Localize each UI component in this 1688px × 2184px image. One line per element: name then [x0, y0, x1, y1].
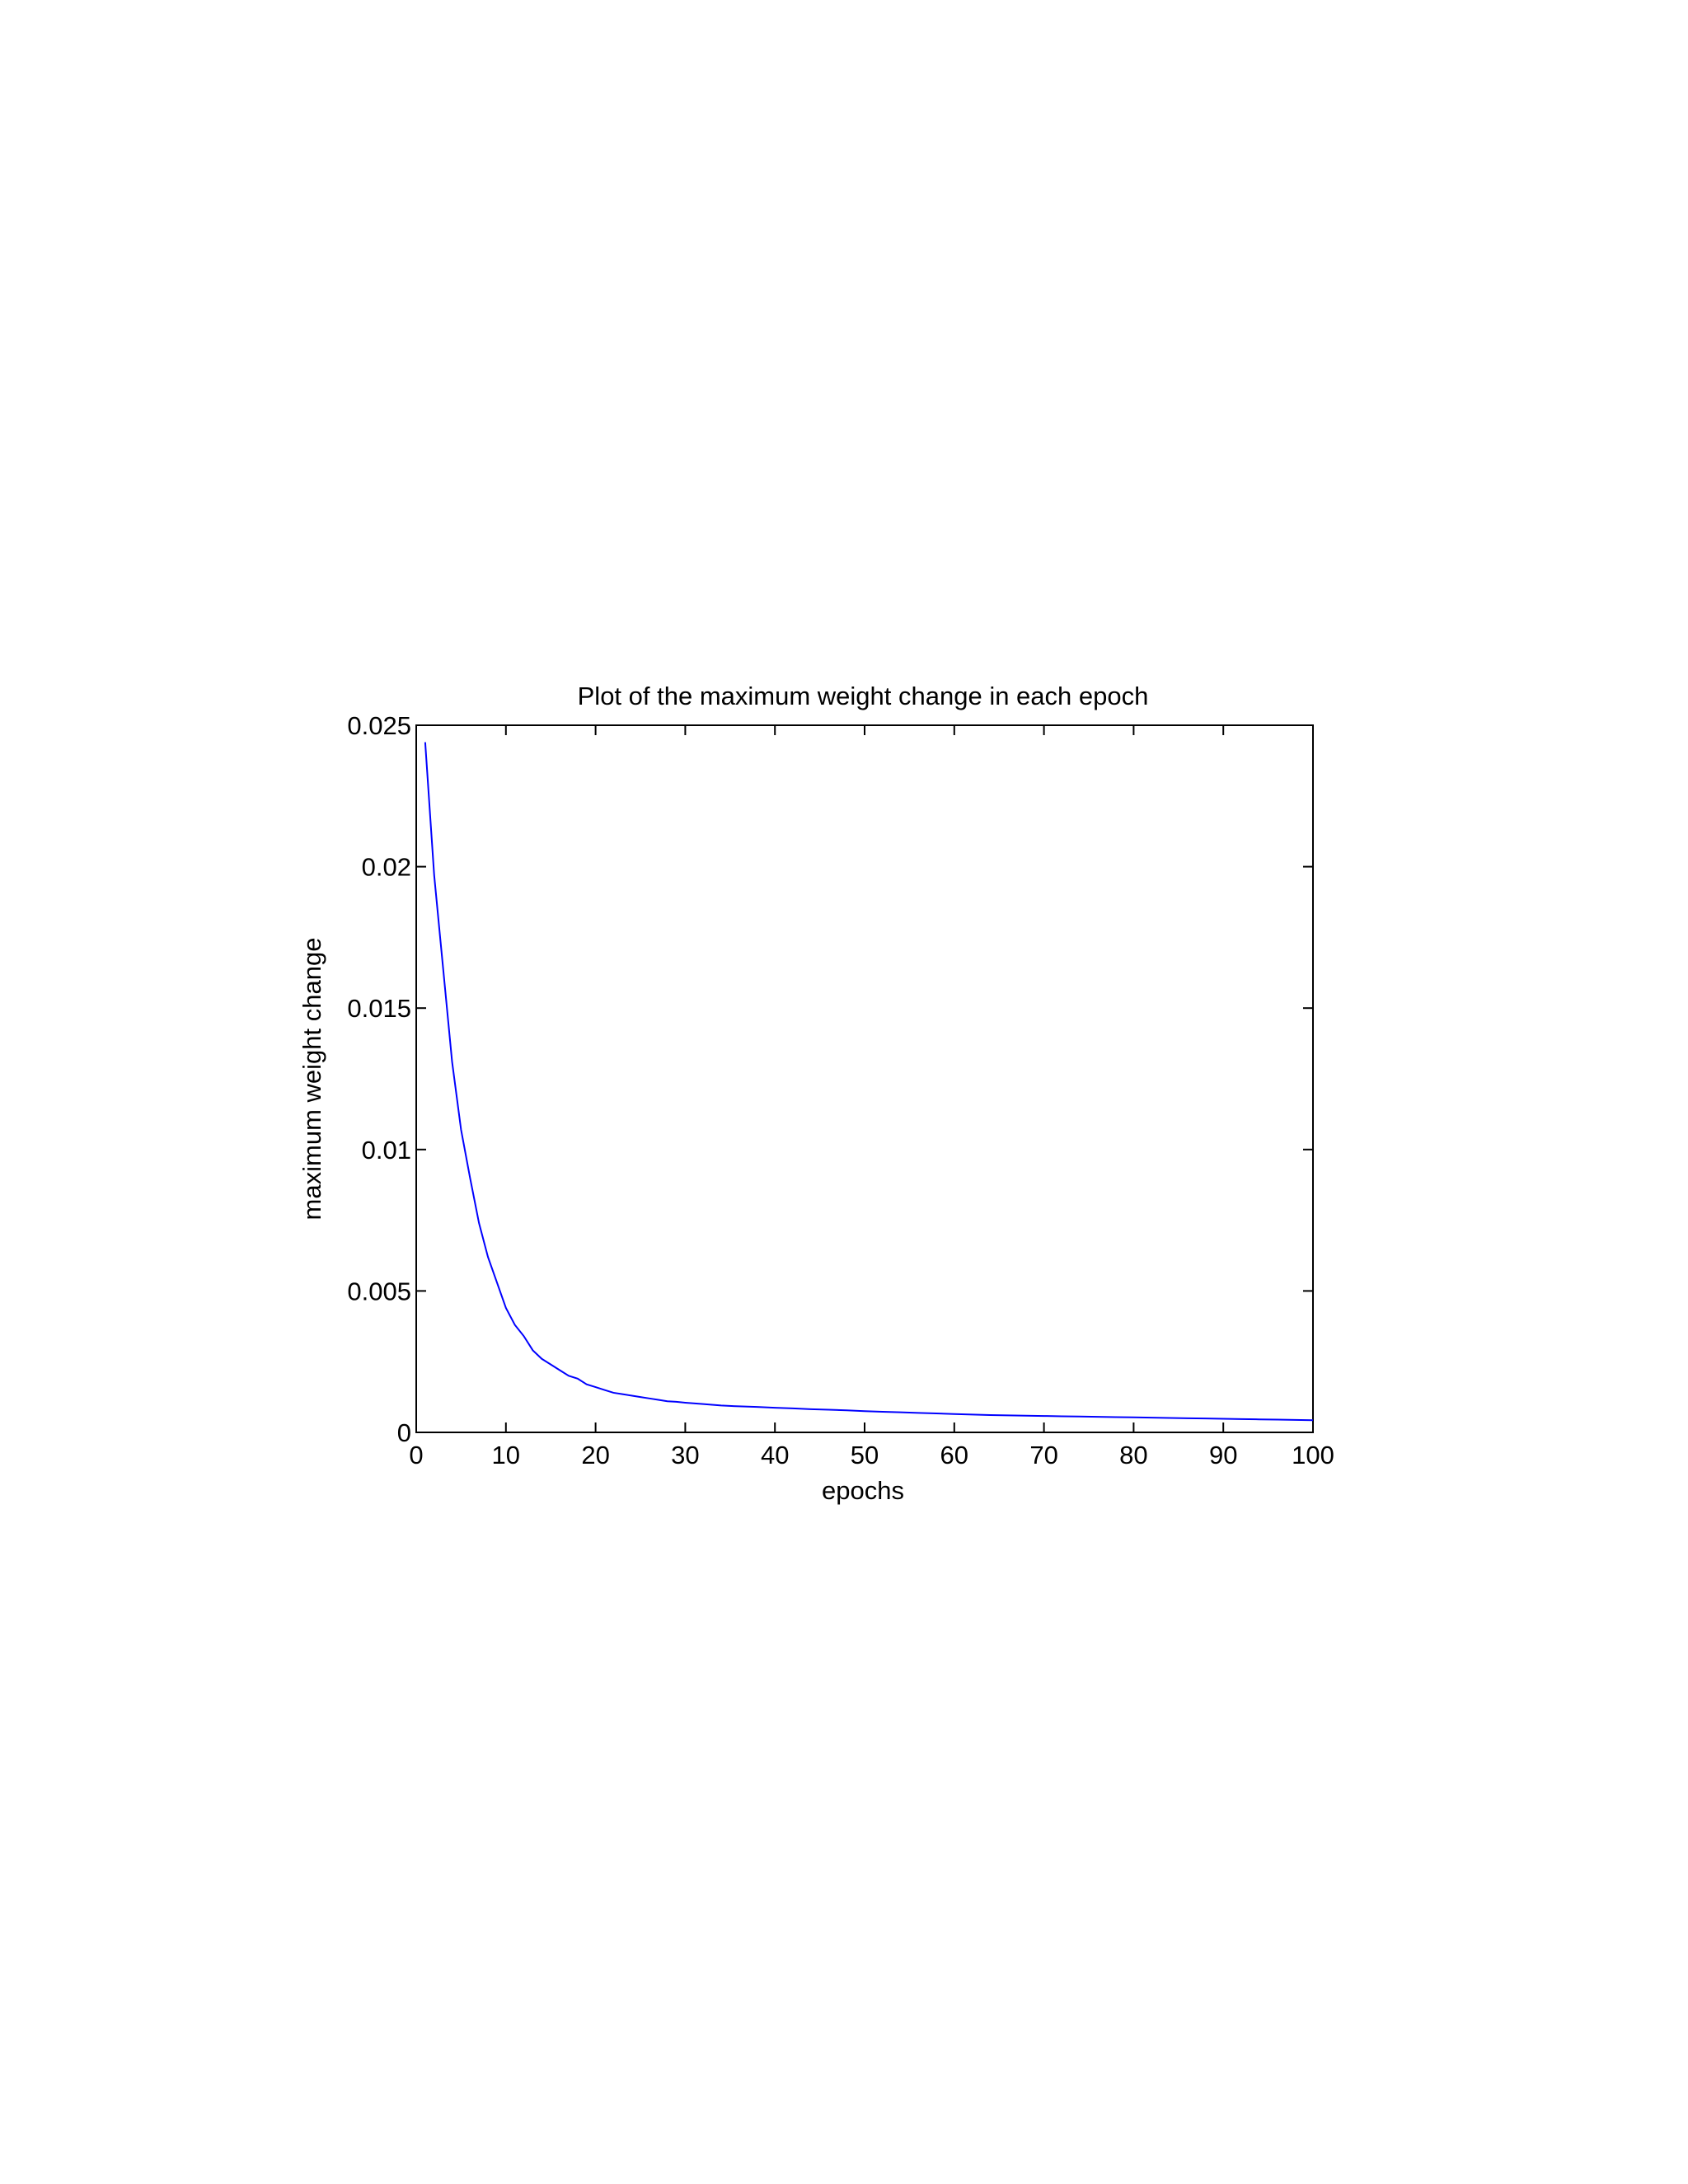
x-axis-label: epochs — [822, 1476, 904, 1505]
y-tick-label: 0.01 — [362, 1136, 411, 1165]
axis-ticks — [415, 724, 1314, 1433]
axis-tick-labels: 0 10 20 30 40 50 60 70 80 90 100 0 0.005 0.01 0.015 0.0… — [347, 711, 1334, 1469]
x-tick-label: 80 — [1119, 1441, 1147, 1469]
x-tick-label: 70 — [1029, 1441, 1057, 1469]
chart-title: Plot of the maximum weight change in eac… — [578, 682, 1149, 710]
x-tick-label: 60 — [940, 1441, 968, 1469]
y-tick-label: 0 — [397, 1418, 411, 1447]
x-tick-label: 90 — [1209, 1441, 1237, 1469]
y-tick-label: 0.015 — [347, 994, 411, 1023]
y-tick-label: 0.005 — [347, 1277, 411, 1305]
x-tick-label: 50 — [851, 1441, 879, 1469]
x-tick-label: 40 — [761, 1441, 789, 1469]
x-tick-label: 20 — [581, 1441, 609, 1469]
y-tick-label: 0.025 — [347, 711, 411, 740]
x-tick-label: 10 — [492, 1441, 520, 1469]
series-line — [424, 742, 1314, 1422]
x-tick-label: 0 — [409, 1441, 423, 1469]
x-tick-label: 100 — [1292, 1441, 1334, 1469]
y-tick-label: 0.02 — [362, 853, 411, 882]
x-tick-label: 30 — [671, 1441, 699, 1469]
y-axis-label: maximum weight change — [298, 938, 326, 1221]
